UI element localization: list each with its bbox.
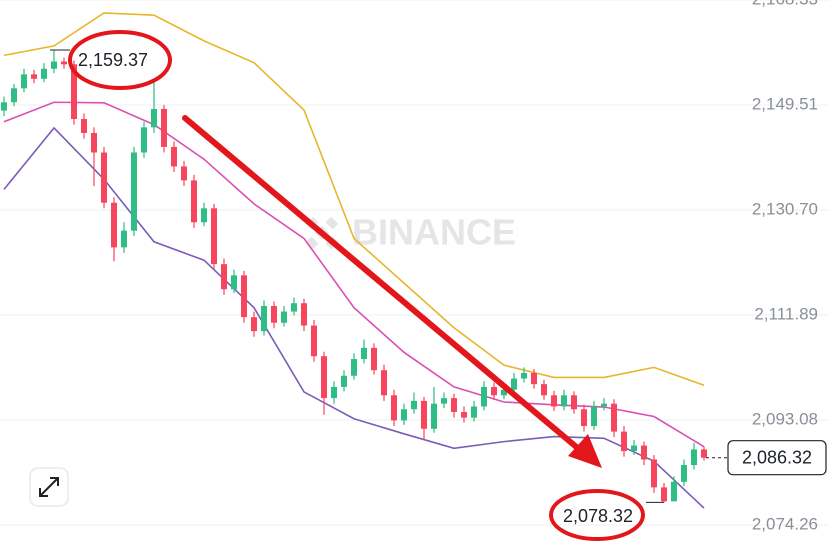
- candle-body: [221, 264, 227, 290]
- candle-body: [301, 303, 307, 326]
- candle-body: [51, 61, 57, 69]
- candle-body: [181, 166, 187, 181]
- candle-body: [461, 412, 467, 418]
- arrow-head: [568, 434, 602, 468]
- candle-body: [661, 487, 667, 502]
- y-tick-label: 2,093.08: [752, 409, 818, 428]
- candle-body: [141, 127, 147, 153]
- candle-body: [271, 305, 277, 323]
- candle-body: [541, 384, 547, 396]
- candle-body: [421, 400, 427, 429]
- candle-body: [411, 400, 417, 410]
- candle-body: [191, 180, 197, 223]
- candle-body: [341, 375, 347, 387]
- y-tick-label: 2,111.89: [754, 304, 818, 323]
- candle-body: [401, 409, 407, 421]
- candle-body: [371, 347, 377, 371]
- overlay: 2,159.37 2,078.32 2,086.32: [29, 30, 827, 541]
- candle-body: [81, 119, 87, 133]
- candle-body: [361, 347, 367, 360]
- low-circle: [549, 489, 645, 541]
- high-circle: [68, 30, 172, 90]
- candle-body: [391, 395, 397, 421]
- band-line: [3, 126, 705, 509]
- candle-body: [211, 208, 217, 265]
- candle-body: [161, 108, 167, 147]
- candle-body: [701, 449, 707, 458]
- candle-body: [311, 325, 317, 357]
- candle-body: [611, 403, 617, 432]
- candle-body: [381, 370, 387, 396]
- candle-body: [151, 108, 157, 128]
- candle-body: [521, 372, 527, 379]
- candle-body: [121, 230, 127, 248]
- candle-body: [331, 386, 337, 399]
- candle-body: [351, 359, 357, 376]
- candle-body: [631, 445, 637, 452]
- last-price-box: [727, 440, 827, 476]
- candle-body: [91, 132, 97, 153]
- candle-body: [201, 208, 207, 223]
- candle-body: [251, 317, 257, 332]
- candle-body: [471, 406, 477, 418]
- candle-body: [681, 465, 687, 482]
- candle-body: [21, 74, 27, 89]
- candle-body: [111, 202, 117, 248]
- candle-body: [41, 68, 47, 79]
- candle-body: [551, 395, 557, 407]
- candle-body: [1, 102, 7, 111]
- y-tick-label: 2,168.33: [752, 0, 818, 8]
- candle-body: [61, 61, 67, 65]
- candle-body: [491, 386, 497, 396]
- candle-body: [131, 152, 137, 231]
- candle-body: [571, 395, 577, 410]
- candle-body: [531, 372, 537, 385]
- watermark-text: BINANCE: [352, 212, 516, 253]
- candle-body: [581, 409, 587, 427]
- candle-body: [281, 311, 287, 323]
- candle-body: [261, 305, 267, 332]
- band-line: [3, 12, 705, 387]
- expand-icon: [39, 477, 59, 497]
- candle-body: [431, 403, 437, 429]
- grid: [0, 0, 829, 526]
- candle-body: [671, 481, 677, 502]
- candle-body: [691, 449, 697, 466]
- candle-body: [601, 403, 607, 407]
- trend-arrow: [182, 115, 583, 453]
- candle-body: [561, 395, 567, 407]
- candle-body: [621, 431, 627, 452]
- candle-body: [511, 378, 517, 390]
- candle-body: [171, 146, 177, 167]
- low-label: 2,078.32: [563, 506, 633, 526]
- candle-body: [101, 152, 107, 203]
- candle-body: [31, 74, 37, 79]
- candle-body: [441, 398, 447, 404]
- candle-body: [241, 275, 247, 318]
- y-tick-label: 2,074.26: [752, 515, 818, 534]
- watermark: BINANCE: [305, 212, 516, 253]
- candle-body: [501, 389, 507, 396]
- candles: [1, 49, 707, 503]
- candle-body: [11, 88, 17, 103]
- candle-body: [291, 303, 297, 312]
- y-tick-label: 2,149.51: [752, 94, 818, 113]
- y-tick-label: 2,130.70: [752, 199, 818, 218]
- candle-body: [641, 445, 647, 460]
- band-line: [3, 101, 705, 448]
- candle-body: [651, 459, 657, 488]
- candle-body: [481, 386, 487, 407]
- candle-body: [451, 398, 457, 413]
- y-axis: 2,168.33 2,149.51 2,130.70 2,111.89 2,093.08…: [752, 0, 818, 534]
- candle-body: [591, 406, 597, 427]
- candle-body: [231, 275, 237, 290]
- high-label: 2,159.37: [78, 50, 148, 70]
- candle-body: [321, 356, 327, 399]
- candle-body: [71, 64, 77, 120]
- last-price-label: 2,086.32: [742, 447, 812, 467]
